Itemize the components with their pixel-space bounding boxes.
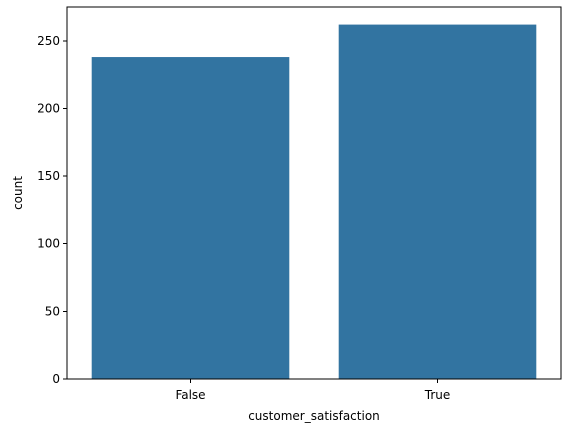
- bars-group: [91, 24, 537, 380]
- y-tick-label: 0: [52, 372, 60, 386]
- y-axis-label: count: [11, 176, 25, 210]
- bar-true: [338, 24, 537, 380]
- bar-false: [91, 57, 290, 380]
- y-tick-label: 50: [45, 304, 60, 318]
- y-axis-ticks: 0 50 100 150 200 250: [37, 34, 67, 386]
- x-axis-label: customer_satisfaction: [248, 409, 380, 423]
- plot-frame: [66, 6, 562, 380]
- x-tick-label: True: [424, 388, 451, 402]
- y-tick-label: 200: [37, 101, 60, 115]
- y-tick-label: 250: [37, 34, 60, 48]
- y-tick-label: 150: [37, 169, 60, 183]
- x-axis-ticks: False True: [175, 379, 450, 402]
- y-tick-label: 100: [37, 237, 60, 251]
- x-tick-label: False: [175, 388, 205, 402]
